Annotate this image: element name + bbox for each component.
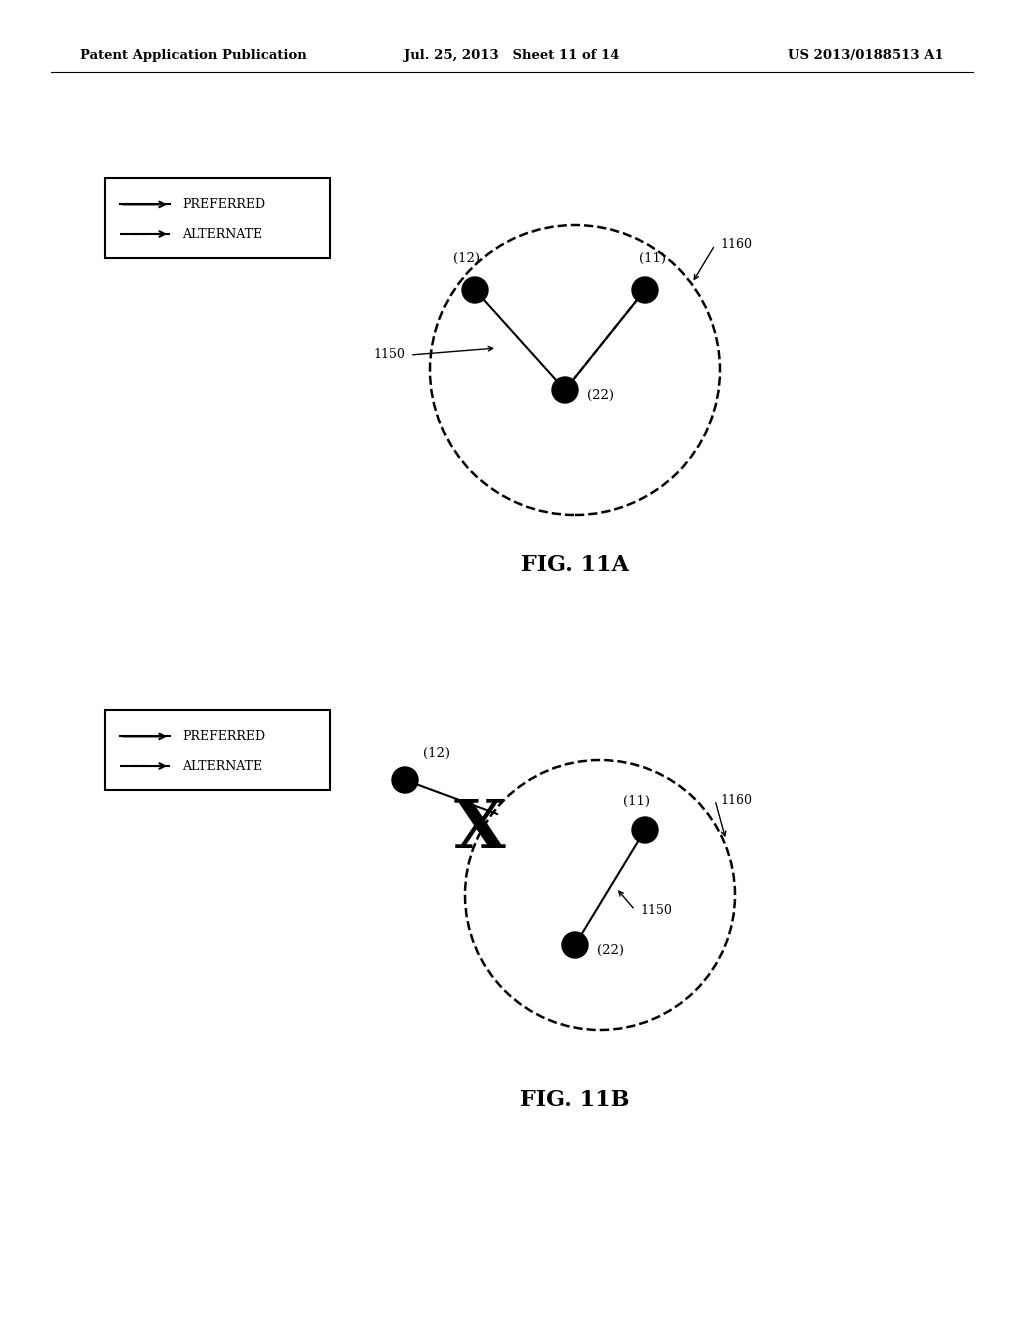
Circle shape	[392, 767, 418, 793]
Text: (11): (11)	[624, 795, 650, 808]
Text: PREFERRED: PREFERRED	[182, 730, 265, 743]
Text: ALTERNATE: ALTERNATE	[182, 759, 262, 772]
Text: US 2013/0188513 A1: US 2013/0188513 A1	[788, 49, 944, 62]
Text: 1150: 1150	[640, 903, 672, 916]
Text: (22): (22)	[587, 388, 614, 401]
Bar	[105, 178, 330, 257]
Text: (12): (12)	[454, 252, 480, 265]
Text: 1150: 1150	[373, 348, 406, 362]
Text: (12): (12)	[423, 747, 450, 760]
Text: FIG. 11A: FIG. 11A	[521, 554, 629, 576]
Circle shape	[462, 277, 488, 304]
Text: 1160: 1160	[720, 239, 752, 252]
Text: Patent Application Publication: Patent Application Publication	[80, 49, 307, 62]
Text: ALTERNATE: ALTERNATE	[182, 227, 262, 240]
Circle shape	[552, 378, 578, 403]
Text: (22): (22)	[597, 944, 624, 957]
Bar	[105, 710, 330, 789]
Text: FIG. 11B: FIG. 11B	[520, 1089, 630, 1111]
Circle shape	[632, 277, 658, 304]
Text: X: X	[454, 797, 506, 862]
Text: (11): (11)	[640, 252, 667, 265]
Circle shape	[632, 817, 658, 843]
Text: 1160: 1160	[720, 793, 752, 807]
Text: PREFERRED: PREFERRED	[182, 198, 265, 211]
Circle shape	[562, 932, 588, 958]
Text: Jul. 25, 2013   Sheet 11 of 14: Jul. 25, 2013 Sheet 11 of 14	[404, 49, 620, 62]
